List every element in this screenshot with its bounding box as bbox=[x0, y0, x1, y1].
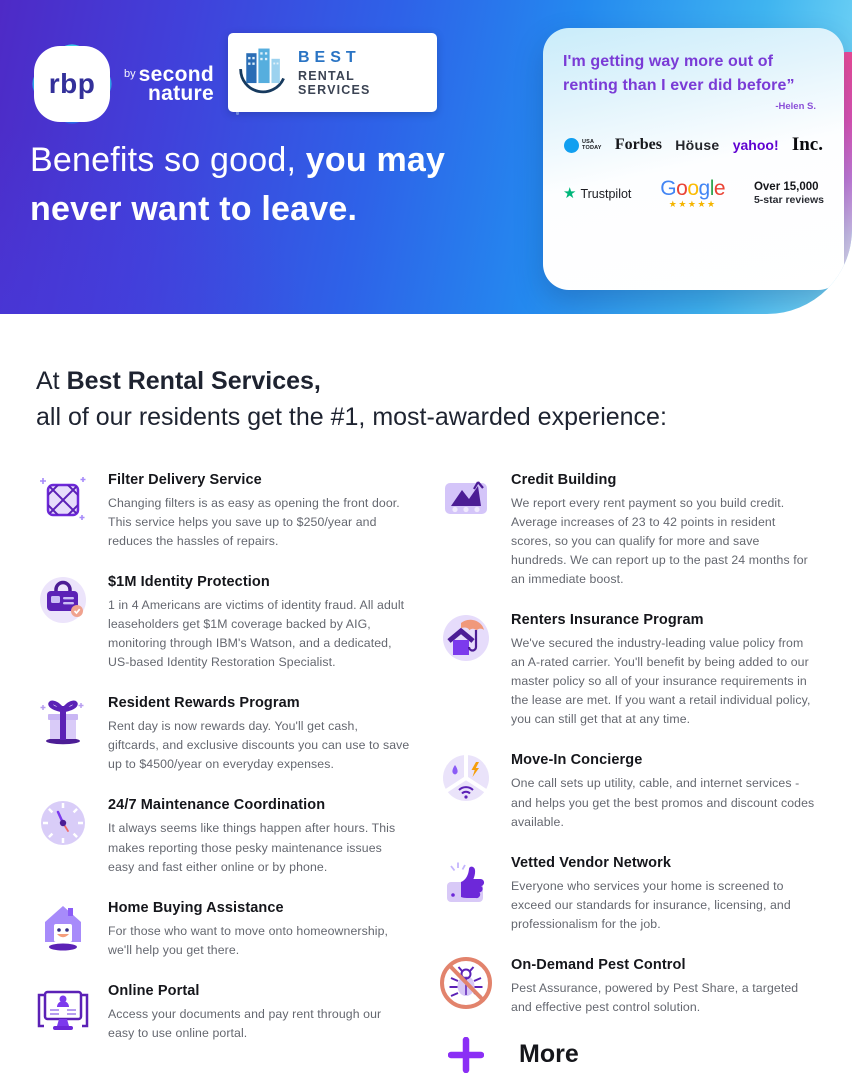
press-logos-row: USA TODAY Forbes Höuse yahoo! Inc. bbox=[563, 134, 824, 156]
benefit-maintenance: 24/7 Maintenance Coordination It always … bbox=[34, 794, 411, 876]
google-logo: Google ★★★★★ bbox=[660, 178, 725, 209]
benefit-description: For those who want to move onto homeowne… bbox=[108, 923, 389, 957]
house-icon bbox=[34, 897, 92, 955]
benefit-description: We report every rent payment so you buil… bbox=[511, 496, 808, 587]
id-card-icon bbox=[34, 571, 92, 629]
benefit-online-portal: Online Portal Access your documents and … bbox=[34, 980, 411, 1043]
five-stars-icon: ★★★★★ bbox=[668, 199, 717, 209]
umbrella-house-icon bbox=[437, 609, 495, 667]
hero-headline: Benefits so good, you may never want to … bbox=[30, 136, 550, 235]
clock-icon bbox=[34, 794, 92, 852]
benefit-description: Everyone who services your home is scree… bbox=[511, 878, 791, 931]
best-rental-services-logo: BEST RENTAL SERVICES bbox=[228, 33, 437, 112]
usa-today-line2: TODAY bbox=[582, 145, 602, 151]
credit-icon bbox=[437, 469, 495, 527]
filter-icon bbox=[34, 469, 92, 527]
benefit-title: Move-In Concierge bbox=[511, 752, 643, 769]
benefit-identity-protection: $1M Identity Protection 1 in 4 Americans… bbox=[34, 571, 411, 672]
intro-line2: all of our residents get the #1, most-aw… bbox=[36, 402, 667, 431]
quote-attribution: -Helen S. bbox=[775, 101, 816, 112]
benefit-description: Access your documents and pay rent throu… bbox=[108, 1006, 382, 1040]
gift-icon bbox=[34, 692, 92, 750]
google-letter: G bbox=[660, 177, 677, 200]
review-count: Over 15,000 5-star reviews bbox=[754, 180, 824, 208]
inc-logo: Inc. bbox=[791, 134, 823, 155]
headline-light: Benefits so good, bbox=[30, 141, 306, 179]
benefit-filter-delivery: Filter Delivery Service Changing filters… bbox=[34, 469, 411, 551]
brs-name-bottom: RENTAL SERVICES bbox=[298, 68, 371, 97]
trustpilot-label: Trustpilot bbox=[580, 186, 632, 201]
benefit-description: Changing filters is as easy as opening t… bbox=[108, 496, 400, 549]
pest-icon bbox=[437, 954, 495, 1012]
benefits-grid: Filter Delivery Service Changing filters… bbox=[34, 469, 818, 1073]
usa-today-circle-icon bbox=[564, 137, 579, 153]
benefit-title: Renters Insurance Program bbox=[511, 612, 704, 629]
benefit-title: $1M Identity Protection bbox=[108, 574, 270, 591]
testimonial-card: I'm getting way more out of renting than… bbox=[543, 28, 844, 290]
benefit-renters-insurance: Renters Insurance Program We've secured … bbox=[437, 609, 818, 729]
usa-today-line1: USA bbox=[582, 138, 595, 145]
benefit-title: On-Demand Pest Control bbox=[511, 956, 686, 973]
buildings-icon bbox=[236, 44, 292, 101]
benefit-description: 1 in 4 Americans are victims of identity… bbox=[108, 598, 405, 670]
benefits-left-column: Filter Delivery Service Changing filters… bbox=[34, 469, 411, 1073]
benefit-title: Credit Building bbox=[511, 472, 617, 488]
quote-line-2: renting than I ever did before” bbox=[563, 77, 795, 94]
rbp-badge-front: rbp bbox=[34, 46, 110, 122]
intro-prefix: At bbox=[36, 367, 67, 395]
intro-heading: At Best Rental Services, all of our resi… bbox=[36, 364, 816, 435]
google-letter: o bbox=[687, 177, 699, 200]
google-letter: g bbox=[698, 177, 711, 200]
by-label: by bbox=[124, 67, 136, 80]
benefits-right-column: Credit Building We report every rent pay… bbox=[437, 469, 818, 1073]
benefit-title: 24/7 Maintenance Coordination bbox=[108, 797, 326, 814]
thumbs-up-icon bbox=[437, 852, 495, 910]
benefit-move-in-concierge: Move-In Concierge One call sets up utili… bbox=[437, 749, 818, 831]
benefit-description: Rent day is now rewards day. You'll get … bbox=[108, 719, 410, 772]
plus-icon bbox=[437, 1036, 495, 1073]
benefit-credit-building: Credit Building We report every rent pay… bbox=[437, 469, 818, 589]
monitor-icon bbox=[34, 980, 92, 1038]
brs-name-top: BEST bbox=[298, 48, 361, 66]
house-logo: Höuse bbox=[675, 137, 720, 153]
benefit-pest-control: On-Demand Pest Control Pest Assurance, p… bbox=[437, 954, 818, 1017]
benefit-title: Home Buying Assistance bbox=[108, 899, 284, 916]
benefit-title: Resident Rewards Program bbox=[108, 695, 300, 712]
google-letter: e bbox=[713, 177, 726, 200]
more-row: More bbox=[437, 1036, 818, 1073]
google-letter: o bbox=[676, 177, 688, 200]
benefit-title: Filter Delivery Service bbox=[108, 472, 262, 488]
benefit-description: We've secured the industry-leading value… bbox=[511, 636, 811, 727]
headline-bold-1: you may bbox=[305, 141, 446, 179]
quote-line-1: I'm getting way more out of bbox=[563, 53, 774, 70]
nature-label: nature bbox=[147, 82, 214, 105]
reviews-row: ★ Trustpilot Google ★★★★★ Over 15,000 5-… bbox=[563, 178, 824, 209]
second-nature-logo: by second nature bbox=[124, 62, 214, 105]
intro-brand: Best Rental Services, bbox=[66, 367, 321, 395]
benefit-description: One call sets up utility, cable, and int… bbox=[511, 776, 815, 829]
concierge-icon bbox=[437, 749, 495, 807]
benefit-description: Pest Assurance, powered by Pest Share, a… bbox=[511, 980, 799, 1014]
forbes-logo: Forbes bbox=[614, 136, 662, 153]
hero-header: rbp by second nature bbox=[0, 0, 852, 314]
rbp-logo: rbp bbox=[25, 37, 119, 131]
google-letter: l bbox=[709, 177, 715, 200]
headline-bold-2: never want to leave. bbox=[30, 190, 358, 229]
benefit-resident-rewards: Resident Rewards Program Rent day is now… bbox=[34, 692, 411, 774]
benefit-vetted-vendors: Vetted Vendor Network Everyone who servi… bbox=[437, 852, 818, 934]
rbp-logo-text: rbp bbox=[48, 68, 96, 99]
trustpilot-logo: ★ Trustpilot bbox=[563, 186, 631, 201]
benefit-home-buying: Home Buying Assistance For those who wan… bbox=[34, 897, 411, 960]
trustpilot-star-icon: ★ bbox=[563, 185, 577, 202]
yahoo-logo: yahoo! bbox=[732, 137, 779, 153]
benefit-title: Vetted Vendor Network bbox=[511, 854, 672, 871]
review-count-line1: Over 15,000 bbox=[753, 180, 819, 193]
usa-today-logo: USA TODAY bbox=[564, 137, 602, 153]
benefit-description: It always seems like things happen after… bbox=[108, 821, 396, 874]
brand-row: rbp by second nature bbox=[25, 37, 239, 131]
more-label: More bbox=[519, 1040, 579, 1069]
review-count-line2: 5-star reviews bbox=[753, 194, 824, 207]
benefit-title: Online Portal bbox=[108, 982, 200, 999]
second-label: second bbox=[138, 62, 214, 86]
